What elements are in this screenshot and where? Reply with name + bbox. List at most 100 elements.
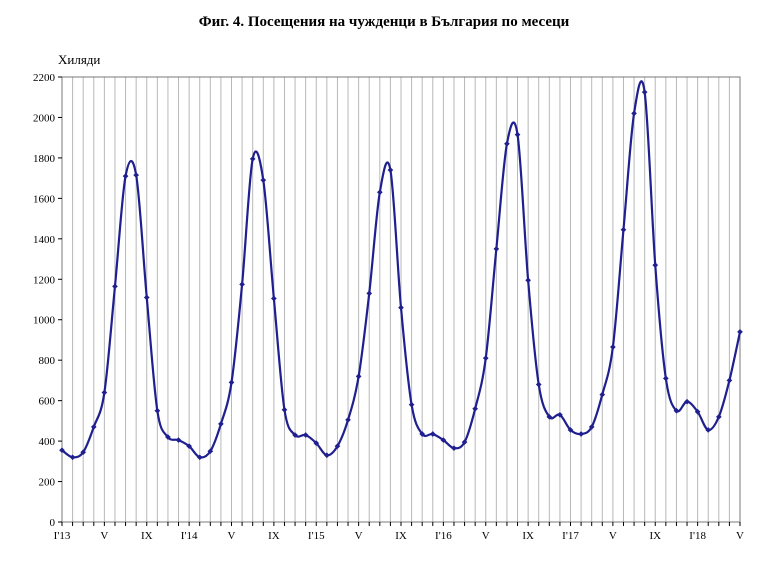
data-point [281, 406, 288, 413]
data-point [440, 437, 447, 443]
data-point [694, 408, 701, 415]
y-tick-label: 2200 [33, 72, 56, 84]
data-point [631, 110, 637, 117]
data-point [599, 391, 606, 398]
data-point [535, 381, 542, 388]
y-tick-label: 1000 [33, 315, 56, 327]
data-point [482, 355, 489, 361]
x-tick-labels: I'13 V IX I'14 V IX I'15 V IX I'16 V IX I'17 V IX I'18 V [54, 522, 744, 542]
data-point [143, 294, 150, 301]
x-tick-label: I'17 [562, 530, 579, 542]
data-point [461, 439, 468, 445]
x-tick-label: I'14 [181, 530, 198, 542]
data-point [408, 401, 415, 408]
x-tick-label: IX [649, 530, 661, 542]
x-tick-label: IX [268, 530, 280, 542]
data-point [313, 440, 320, 446]
x-tick-label: IX [522, 530, 534, 542]
data-point [737, 329, 743, 335]
data-point [419, 431, 426, 437]
data-point [398, 304, 404, 311]
x-tick-label: IX [395, 530, 407, 542]
data-point [271, 295, 277, 302]
data-point [387, 167, 394, 173]
data-point [673, 407, 680, 414]
x-tick-label: I'15 [308, 530, 325, 542]
y-tick-label: 800 [39, 355, 56, 367]
data-point [620, 226, 627, 233]
y-tick-label: 1200 [33, 274, 56, 286]
x-tick-label: V [100, 530, 108, 542]
data-point [112, 283, 118, 290]
y-tick-label: 2000 [33, 112, 56, 124]
data-point [175, 437, 182, 443]
data-point [376, 189, 383, 196]
data-point [715, 413, 722, 420]
x-tick-label: V [482, 530, 490, 542]
data-point [610, 344, 616, 350]
data-point [588, 424, 595, 430]
y-tick-label: 600 [39, 396, 56, 408]
x-tick-label: I'16 [435, 530, 452, 542]
chart-title: Фиг. 4. Посещения на чужденци в България… [198, 14, 570, 30]
x-tick-label: V [355, 530, 363, 542]
x-tick-label: V [228, 530, 236, 542]
data-point [207, 448, 214, 455]
data-point [557, 411, 563, 418]
data-point [525, 277, 531, 284]
y-axis-label: Хиляди [58, 52, 101, 67]
data-point [429, 431, 436, 437]
x-tick-label: I'13 [54, 530, 71, 542]
data-point [90, 424, 97, 430]
data-point [493, 246, 500, 252]
data-point [186, 443, 192, 449]
y-tick-label: 200 [39, 477, 56, 489]
grid-lines [72, 77, 741, 522]
data-point [154, 407, 161, 414]
data-point [663, 375, 669, 382]
x-tick-label: V [609, 530, 617, 542]
y-tick-label: 1800 [33, 153, 56, 165]
data-point [726, 377, 733, 384]
series-layer [59, 80, 743, 461]
data-point [366, 290, 373, 297]
data-point [133, 172, 139, 178]
data-point [249, 156, 256, 162]
data-point [641, 89, 648, 95]
y-tick-label: 1400 [33, 234, 56, 246]
data-point [705, 427, 712, 433]
data-point [514, 131, 521, 138]
data-point [324, 452, 330, 459]
y-tick-label: 0 [50, 517, 56, 529]
data-point [345, 417, 351, 423]
data-point [196, 454, 203, 461]
x-tick-label: I'18 [689, 530, 706, 542]
y-tick-label: 400 [39, 436, 56, 448]
data-point [292, 432, 298, 438]
data-point [355, 373, 362, 380]
data-point [451, 445, 457, 451]
data-point [260, 177, 267, 183]
y-tick-label: 1600 [33, 193, 56, 205]
data-point [239, 281, 245, 288]
x-tick-label: IX [141, 530, 153, 542]
data-point [69, 454, 76, 461]
data-point [334, 443, 341, 449]
data-point [684, 398, 690, 405]
data-point [218, 421, 224, 427]
data-point [101, 389, 108, 396]
data-point [578, 431, 584, 437]
data-point [228, 379, 235, 386]
data-point [652, 262, 659, 268]
data-point [80, 449, 87, 456]
data-point [165, 434, 171, 440]
data-point [472, 405, 478, 412]
data-point [122, 173, 129, 179]
y-tick-labels: 0 200 400 600 800 1000 1200 1400 1600 1800 2000 220… [33, 72, 62, 529]
x-tick-label: V [736, 530, 744, 542]
data-point [504, 140, 510, 147]
data-point [567, 427, 574, 433]
data-point [302, 432, 309, 438]
